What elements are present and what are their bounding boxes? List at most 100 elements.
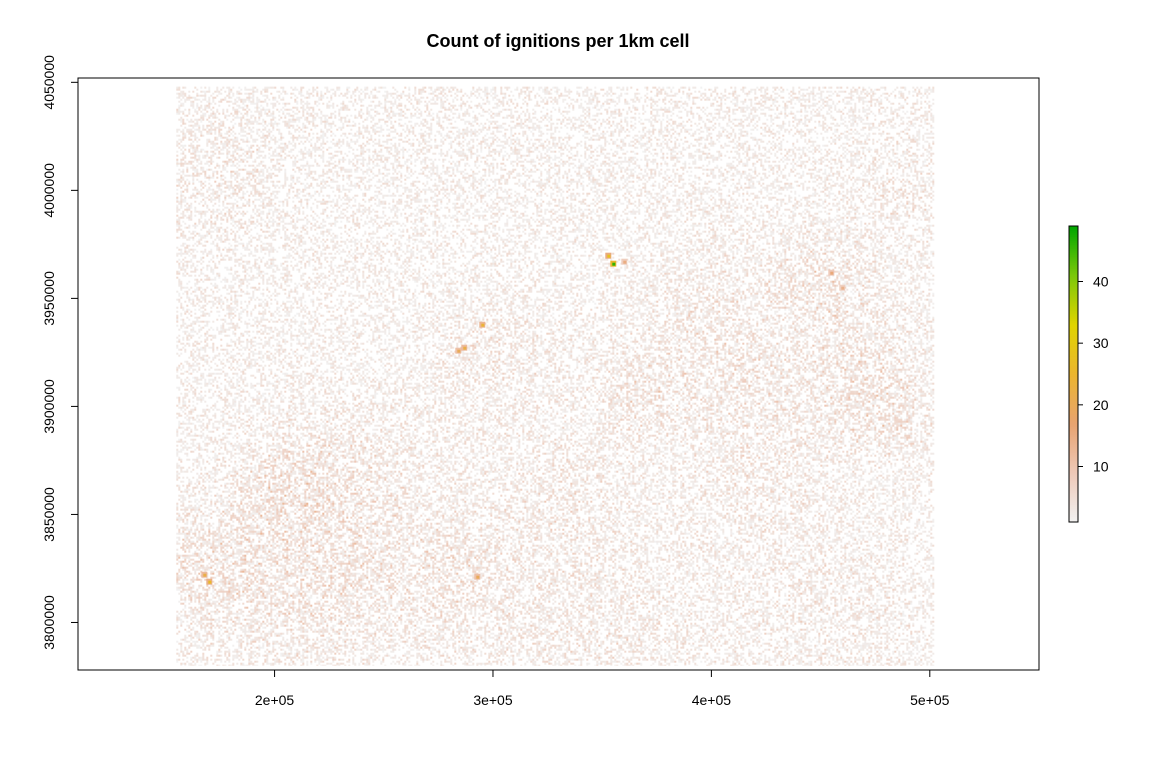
legend-swatch bbox=[1069, 236, 1078, 239]
legend-swatch bbox=[1069, 244, 1078, 247]
legend-swatch bbox=[1069, 280, 1078, 283]
y-tick-label: 4050000 bbox=[41, 55, 57, 110]
legend-swatch bbox=[1069, 382, 1078, 385]
legend-swatch bbox=[1069, 238, 1078, 241]
legend-tick-label: 30 bbox=[1093, 335, 1109, 351]
heatmap-cells bbox=[176, 86, 935, 666]
legend-swatch bbox=[1069, 488, 1078, 491]
legend-swatch bbox=[1069, 384, 1078, 387]
legend-swatch bbox=[1069, 498, 1078, 501]
legend-tick-label: 40 bbox=[1093, 274, 1109, 290]
legend-swatch bbox=[1069, 376, 1078, 379]
legend-swatch bbox=[1069, 428, 1078, 431]
legend-swatch bbox=[1069, 318, 1078, 321]
legend-swatch bbox=[1069, 404, 1078, 407]
legend-swatch bbox=[1069, 396, 1078, 399]
legend-swatch bbox=[1069, 416, 1078, 419]
legend-swatch bbox=[1069, 290, 1078, 293]
legend-swatch bbox=[1069, 486, 1078, 489]
legend-swatch bbox=[1069, 308, 1078, 311]
legend-swatch bbox=[1069, 278, 1078, 281]
legend-swatch bbox=[1069, 334, 1078, 337]
legend-swatch bbox=[1069, 364, 1078, 367]
y-tick-label: 4000000 bbox=[41, 163, 57, 218]
legend-swatch bbox=[1069, 230, 1078, 233]
legend-swatch bbox=[1069, 438, 1078, 441]
legend-swatch bbox=[1069, 310, 1078, 313]
legend-swatch bbox=[1069, 458, 1078, 461]
legend-swatch bbox=[1069, 432, 1078, 435]
legend-swatch bbox=[1069, 240, 1078, 243]
legend-swatch bbox=[1069, 460, 1078, 463]
legend-swatch bbox=[1069, 410, 1078, 413]
legend-swatch bbox=[1069, 520, 1078, 523]
legend-swatch bbox=[1069, 262, 1078, 265]
legend-swatch bbox=[1069, 368, 1078, 371]
legend-swatch bbox=[1069, 398, 1078, 401]
legend-swatch bbox=[1069, 232, 1078, 235]
legend-swatch bbox=[1069, 288, 1078, 291]
legend-swatch bbox=[1069, 332, 1078, 335]
legend-swatch bbox=[1069, 340, 1078, 343]
legend-swatch bbox=[1069, 470, 1078, 473]
legend-swatch bbox=[1069, 484, 1078, 487]
legend-swatch bbox=[1069, 450, 1078, 453]
legend-swatch bbox=[1069, 436, 1078, 439]
legend-swatch bbox=[1069, 370, 1078, 373]
x-tick-label: 3e+05 bbox=[473, 692, 513, 708]
legend-swatch bbox=[1069, 424, 1078, 427]
legend-swatch bbox=[1069, 390, 1078, 393]
legend-swatch bbox=[1069, 440, 1078, 443]
legend-swatch bbox=[1069, 352, 1078, 355]
legend-swatch bbox=[1069, 292, 1078, 295]
legend-swatch bbox=[1069, 234, 1078, 237]
legend-swatch bbox=[1069, 448, 1078, 451]
heatmap-raster bbox=[176, 86, 935, 666]
legend-swatch bbox=[1069, 412, 1078, 415]
legend-swatch bbox=[1069, 354, 1078, 357]
legend-swatch bbox=[1069, 482, 1078, 485]
legend-swatch bbox=[1069, 324, 1078, 327]
legend-swatch bbox=[1069, 508, 1078, 511]
legend-swatch bbox=[1069, 454, 1078, 457]
y-tick-label: 3900000 bbox=[41, 379, 57, 434]
legend-swatch bbox=[1069, 246, 1078, 249]
legend-swatch bbox=[1069, 330, 1078, 333]
legend-swatch bbox=[1069, 446, 1078, 449]
legend-swatch bbox=[1069, 430, 1078, 433]
legend-swatch bbox=[1069, 518, 1078, 521]
x-axis: 2e+05 3e+05 4e+05 5e+05 bbox=[255, 670, 950, 708]
legend-swatch bbox=[1069, 358, 1078, 361]
legend-swatch bbox=[1069, 492, 1078, 495]
legend-swatch bbox=[1069, 344, 1078, 347]
legend-swatch bbox=[1069, 252, 1078, 255]
legend-swatch bbox=[1069, 494, 1078, 497]
legend-swatch bbox=[1069, 510, 1078, 513]
legend-swatch bbox=[1069, 378, 1078, 381]
legend-swatch bbox=[1069, 462, 1078, 465]
legend-frame bbox=[1068, 225, 1079, 523]
legend-swatch bbox=[1069, 356, 1078, 359]
legend-swatch bbox=[1069, 316, 1078, 319]
legend-swatch bbox=[1069, 304, 1078, 307]
legend-swatch bbox=[1069, 322, 1078, 325]
legend-swatch bbox=[1069, 516, 1078, 519]
x-tick-label: 5e+05 bbox=[910, 692, 950, 708]
legend-swatch bbox=[1069, 266, 1078, 269]
legend-swatch bbox=[1069, 420, 1078, 423]
legend-swatch bbox=[1069, 346, 1078, 349]
legend-swatch bbox=[1069, 426, 1078, 429]
legend-swatch bbox=[1069, 490, 1078, 493]
legend-swatch bbox=[1069, 406, 1078, 409]
legend-swatch bbox=[1069, 250, 1078, 253]
legend-swatch bbox=[1069, 350, 1078, 353]
legend-swatch bbox=[1069, 326, 1078, 329]
legend-swatch bbox=[1069, 480, 1078, 483]
legend-swatch bbox=[1069, 264, 1078, 267]
legend-swatch bbox=[1069, 242, 1078, 245]
legend-swatch bbox=[1069, 298, 1078, 301]
legend-swatch bbox=[1069, 338, 1078, 341]
legend-swatch bbox=[1069, 248, 1078, 251]
legend-swatch bbox=[1069, 380, 1078, 383]
legend-swatch bbox=[1069, 422, 1078, 425]
